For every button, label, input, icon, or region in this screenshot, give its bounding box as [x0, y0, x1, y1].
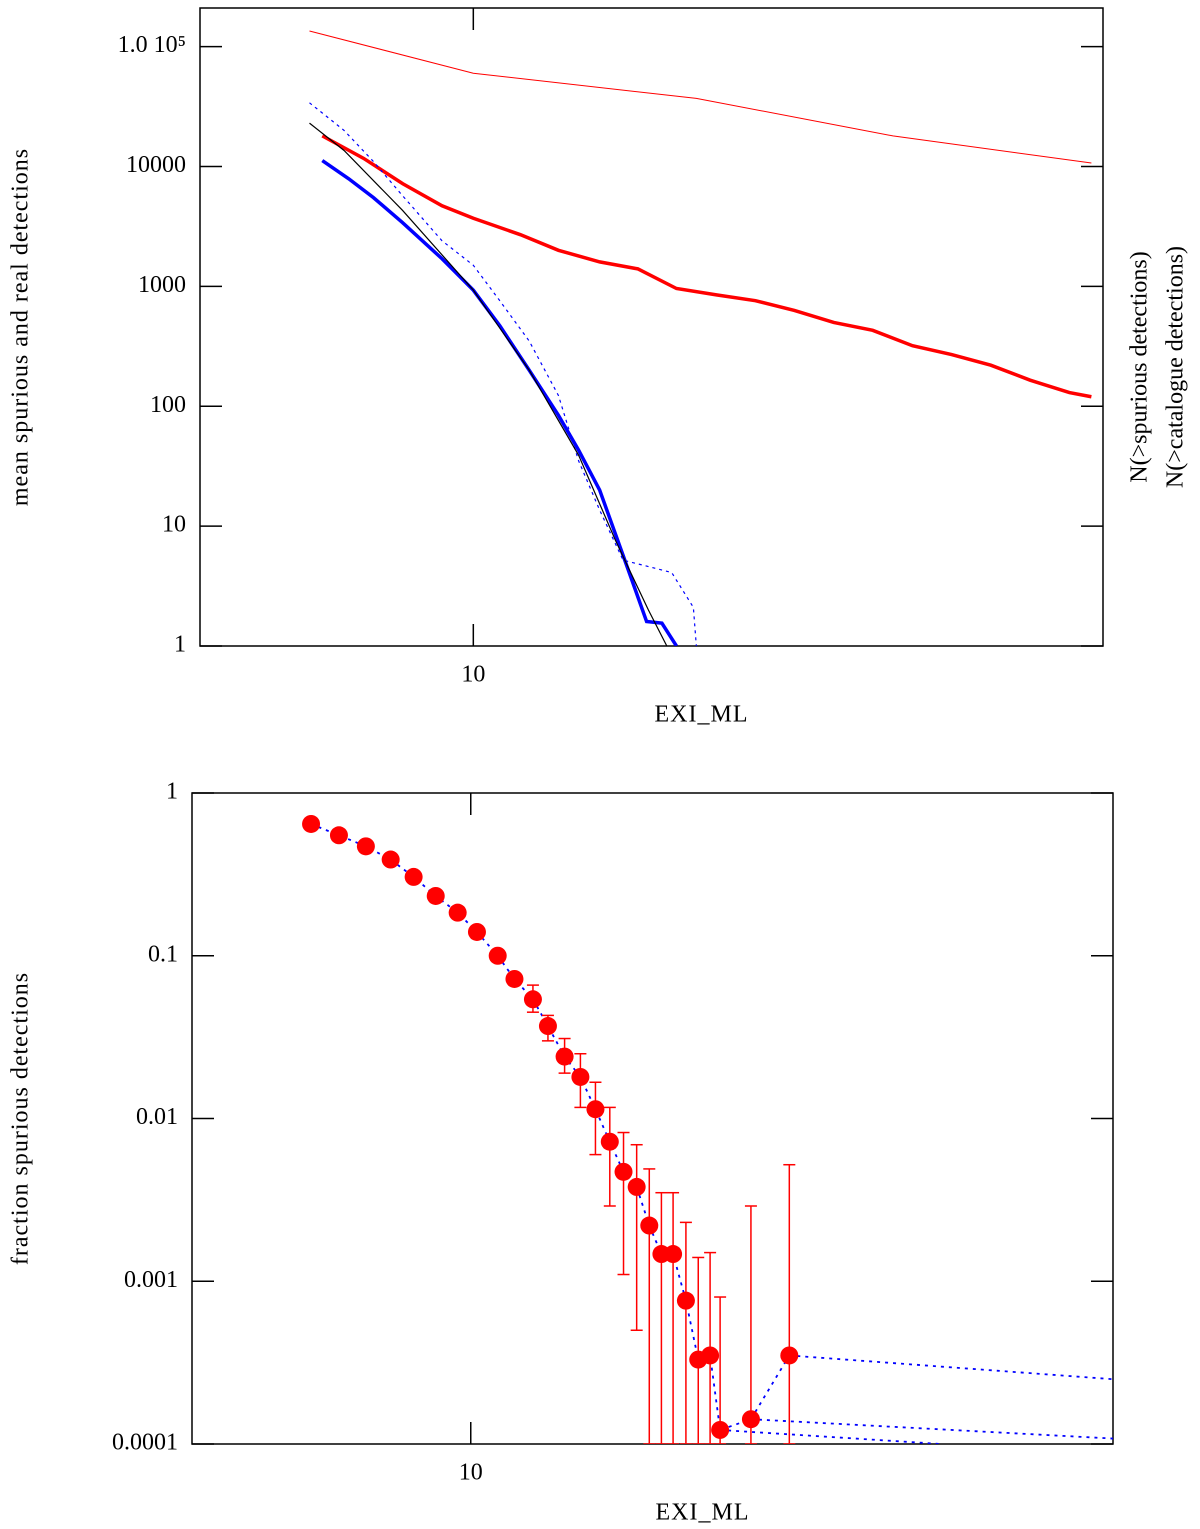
- plot-frame: [199, 7, 1104, 647]
- point: [780, 1346, 799, 1365]
- curve: [321, 134, 1092, 399]
- y-axis-label: fraction spurious detections: [8, 972, 34, 1265]
- side-label: N(>catalogue detections): [1163, 246, 1189, 488]
- point: [640, 1216, 659, 1235]
- curve: [321, 159, 678, 646]
- point: [505, 969, 524, 988]
- x-tick-label: 10: [461, 662, 485, 688]
- point: [404, 867, 423, 886]
- point: [302, 814, 321, 833]
- point: [538, 1017, 557, 1036]
- y-tick-label: 10: [162, 512, 186, 538]
- y-tick-label: 1: [174, 632, 186, 658]
- curve: [750, 1418, 1113, 1440]
- y-tick-label: 0.001: [124, 1267, 178, 1293]
- curve: [720, 1429, 942, 1444]
- point: [329, 826, 348, 845]
- y-tick-label: 10000: [126, 152, 186, 178]
- curve: [309, 122, 668, 646]
- x-axis-label: EXI_ML: [655, 702, 749, 728]
- x-tick-label: 10: [459, 1460, 483, 1486]
- point: [448, 903, 467, 922]
- side-label: N(>spurious detections): [1127, 251, 1153, 483]
- point: [676, 1291, 695, 1310]
- point: [523, 990, 542, 1009]
- y-tick-label: 1000: [138, 272, 186, 298]
- point: [555, 1047, 574, 1066]
- point: [426, 886, 445, 905]
- plot-area: [309, 30, 1092, 646]
- point: [488, 946, 507, 965]
- curve: [309, 102, 697, 646]
- point: [701, 1346, 720, 1365]
- y-tick-label: 0.1: [148, 941, 178, 967]
- point: [586, 1100, 605, 1119]
- connecting-line: [310, 823, 791, 1432]
- x-axis-label: EXI_ML: [656, 1500, 750, 1526]
- point: [356, 837, 375, 856]
- y-tick-label: 0.01: [136, 1104, 178, 1130]
- y-tick-label: 1.0 10⁵: [118, 32, 186, 58]
- point: [467, 922, 486, 941]
- point: [614, 1162, 633, 1181]
- plot-area: [302, 814, 1113, 1444]
- point: [741, 1410, 760, 1429]
- point: [381, 850, 400, 869]
- point: [600, 1132, 619, 1151]
- panel: 0.0001 0.001 0.01 0.1 1 10 EXI_ML fraction spur…: [8, 779, 1114, 1526]
- point: [711, 1420, 730, 1439]
- y-axis-label: mean spurious and real detections: [8, 148, 34, 506]
- point: [571, 1067, 590, 1086]
- curve: [309, 30, 1092, 164]
- y-tick-label: 0.0001: [112, 1430, 178, 1456]
- panel: 1 10 100 1000 10000 1.0 10⁵ 10 EXI_ML mean spuri…: [8, 7, 1189, 728]
- point: [627, 1177, 646, 1196]
- point: [664, 1245, 683, 1264]
- y-tick-label: 100: [150, 392, 186, 418]
- curve: [789, 1354, 1113, 1381]
- y-tick-label: 1: [166, 779, 178, 805]
- plot-frame: [191, 792, 1114, 1445]
